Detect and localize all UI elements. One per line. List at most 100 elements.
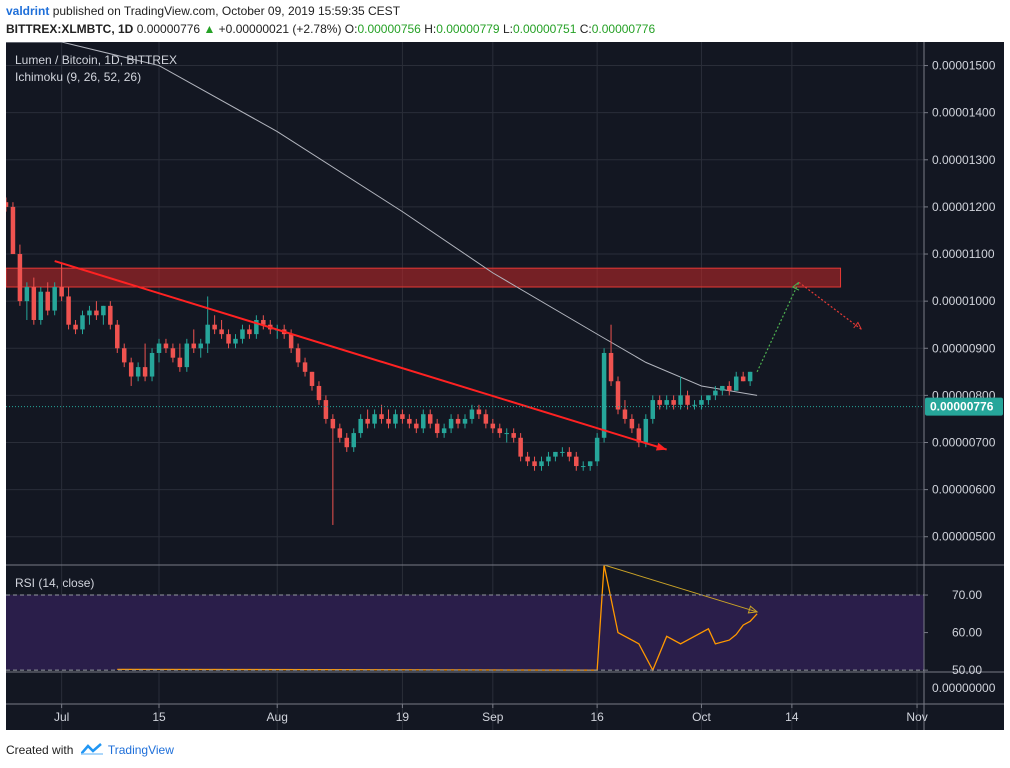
- candles: [3, 197, 753, 525]
- candle-body: [601, 352, 607, 438]
- low-value: 0.00000751: [512, 22, 577, 36]
- candle-body: [504, 433, 509, 435]
- candle-body: [407, 418, 412, 424]
- candle-body: [184, 343, 190, 368]
- chart-svg[interactable]: 0.00001500 0.00001400 0.00001300 0.00001200…: [3, 41, 1004, 730]
- candle-body: [351, 433, 356, 448]
- candle-body: [247, 329, 252, 335]
- time-tick-label: Oct: [692, 710, 711, 724]
- candle-body: [323, 400, 329, 419]
- moving-average-line: [6, 41, 758, 396]
- candle-body: [427, 414, 433, 424]
- candle-body: [254, 319, 259, 335]
- candle-body: [149, 352, 155, 377]
- price-tick-label: 0.00000600: [932, 483, 996, 497]
- candle-body: [525, 456, 530, 462]
- candle-body: [115, 324, 120, 349]
- pane-title: Lumen / Bitcoin, 1D, BITTREX: [15, 53, 177, 67]
- candle-body: [240, 329, 245, 339]
- rsi-divergence-line[interactable]: [603, 564, 758, 613]
- candle-body: [87, 310, 92, 316]
- symbol-header: BITTREX:XLMBTC, 1D 0.00000776 ▲ +0.00000…: [6, 22, 655, 36]
- resistance-zone[interactable]: [5, 267, 842, 288]
- candle-body: [574, 456, 579, 467]
- candle-body: [448, 418, 454, 429]
- indicator-label: Ichimoku (9, 26, 52, 26): [15, 70, 141, 84]
- price-tick-label: 0.00001100: [932, 247, 995, 261]
- trendline[interactable]: [54, 260, 667, 451]
- trendline-arrowhead: [655, 442, 667, 451]
- projection-down-line[interactable]: [798, 281, 862, 330]
- tradingview-brand-link[interactable]: TradingView: [107, 743, 174, 757]
- candle-body: [546, 456, 551, 462]
- last-price: 0.00000776: [136, 22, 201, 36]
- created-with-text: Created with: [6, 743, 74, 757]
- rsi-line: [117, 564, 758, 672]
- candle-body: [108, 305, 113, 325]
- open-label: O:: [344, 22, 358, 36]
- candle-body: [226, 334, 231, 344]
- candle-body: [490, 423, 496, 429]
- time-tick-label: 15: [152, 710, 166, 724]
- candle-body: [567, 451, 572, 457]
- candle-body: [38, 291, 44, 320]
- extra-pane-tick-label: 0.00000000: [932, 681, 996, 695]
- rsi-tick-label: 60.00: [952, 626, 982, 640]
- price-badge-text: 0.00000776: [930, 400, 994, 414]
- candle-body: [302, 362, 308, 372]
- main-pane[interactable]: [6, 42, 924, 565]
- candle-body: [615, 381, 621, 410]
- time-tick-label: Aug: [267, 710, 288, 724]
- candle-body: [337, 428, 343, 438]
- rsi-tick-label: 70.00: [952, 588, 982, 602]
- candle-body: [733, 376, 739, 391]
- low-label: L:: [502, 22, 513, 36]
- candle-body: [594, 437, 600, 462]
- candle-body: [414, 423, 419, 429]
- price-tick-label: 0.00001400: [932, 106, 996, 120]
- candle-body: [580, 466, 586, 468]
- candle-body: [177, 357, 183, 368]
- candle-body: [706, 395, 711, 401]
- candle-body: [219, 329, 224, 335]
- candle-body: [205, 324, 210, 344]
- candle-body: [17, 254, 23, 302]
- rsi-band: [6, 595, 924, 671]
- candle-body: [135, 367, 141, 377]
- candle-body: [629, 418, 635, 429]
- candle-body: [170, 348, 176, 358]
- candle-body: [330, 418, 336, 429]
- author-name[interactable]: valdrint: [6, 4, 50, 18]
- candle-body: [393, 414, 398, 424]
- candle-body: [720, 385, 725, 391]
- candle-body: [379, 414, 384, 419]
- candle-body: [212, 324, 217, 330]
- axes: 0.00001500 0.00001400 0.00001300 0.00001200…: [54, 59, 996, 724]
- rsi-title: RSI (14, close): [15, 576, 94, 590]
- time-tick-label: Nov: [906, 710, 927, 724]
- candle-body: [553, 451, 558, 457]
- candle-body: [434, 423, 440, 434]
- chart-area[interactable]: 0.00001500 0.00001400 0.00001300 0.00001200…: [3, 41, 1004, 730]
- candle-body: [643, 418, 649, 443]
- price-tick-label: 0.00000900: [932, 341, 996, 355]
- candle-body: [121, 348, 127, 363]
- time-tick-label: 16: [590, 710, 604, 724]
- projection-up-arrowhead: [791, 281, 800, 291]
- candle-body: [316, 385, 322, 401]
- candle-body: [386, 418, 391, 424]
- high-value: 0.00000779: [436, 22, 500, 36]
- candle-body: [532, 461, 537, 467]
- candle-body: [713, 390, 718, 396]
- candle-body: [699, 400, 704, 405]
- projection-up-line[interactable]: [756, 282, 800, 373]
- candle-body: [462, 418, 468, 424]
- candle-body: [692, 404, 697, 406]
- candle-body: [740, 376, 746, 382]
- pane-separators: [6, 42, 1004, 730]
- candle-body: [636, 428, 642, 443]
- candle-body: [52, 287, 57, 311]
- candle-body: [358, 418, 363, 434]
- projection-down-arrowhead: [853, 321, 862, 330]
- candle-body: [650, 400, 656, 419]
